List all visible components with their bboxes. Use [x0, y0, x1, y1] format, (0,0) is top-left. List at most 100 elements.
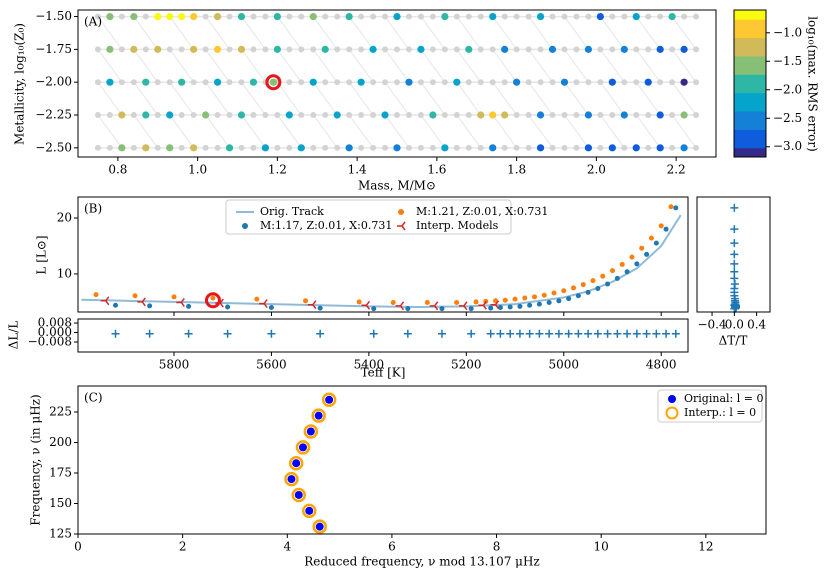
model-point: [147, 303, 153, 309]
grid-point: [537, 46, 544, 53]
colorbar-slice: [734, 145, 766, 149]
grid-point: [609, 46, 616, 53]
y-axis-label: Frequency, ν (in μHz): [29, 394, 43, 525]
grid-connection: [169, 49, 195, 83]
colorbar-slice: [734, 35, 766, 39]
legend-swatch: [242, 223, 248, 229]
y-tick-label: −2.00: [35, 75, 72, 89]
grid-connection: [492, 81, 518, 116]
axes-frame: [77, 318, 689, 353]
grid-point: [657, 79, 664, 86]
x-tick-label: 1.6: [427, 163, 446, 177]
interp-point: [259, 299, 268, 309]
grid-point: [238, 144, 245, 151]
x-tick-label: 1.0: [188, 163, 207, 177]
grid-point: [417, 13, 424, 20]
grid-connection: [420, 81, 446, 116]
x-tick-label: 1.2: [268, 163, 287, 177]
x-tick-label: −0.4: [697, 318, 727, 332]
grid-connection: [599, 81, 625, 116]
x-axis-label: Reduced frequency, ν mod 13.107 μHz: [304, 555, 540, 569]
colorbar-slice: [734, 39, 766, 42]
colorbar-slice: [734, 149, 766, 152]
x-tick-label: 0: [74, 540, 82, 554]
grid-point: [346, 46, 353, 53]
grid-point: [322, 79, 329, 86]
model-point: [639, 245, 645, 251]
grid-point: [190, 79, 197, 86]
original-frequency: [298, 443, 307, 452]
rms-point: [620, 111, 628, 119]
model-point: [634, 261, 640, 267]
residual-point: [613, 329, 622, 338]
original-frequency: [305, 506, 314, 515]
rms-point: [680, 45, 688, 53]
grid-point: [94, 112, 101, 118]
y-tick-label: −1.75: [35, 42, 72, 56]
grid-point: [154, 144, 161, 151]
grid-point: [202, 79, 209, 86]
rms-point: [130, 12, 138, 21]
grid-point: [693, 79, 700, 86]
grid-connection: [599, 49, 625, 83]
grid-connection: [348, 114, 374, 149]
grid-point: [130, 112, 137, 118]
panel-title: (B): [84, 202, 102, 216]
grid-connection: [97, 81, 123, 116]
grid-point: [154, 112, 161, 118]
grid-point: [250, 13, 257, 20]
rms-point: [632, 12, 640, 21]
x-tick-label: 5800: [159, 358, 190, 372]
model-point: [488, 305, 494, 311]
colorbar-slice: [734, 138, 766, 141]
grid-point: [118, 79, 125, 86]
original-frequency: [306, 427, 315, 436]
colorbar-slice: [734, 41, 766, 44]
grid-connection: [384, 81, 410, 116]
rms-point: [536, 144, 545, 152]
interp-point: [395, 301, 405, 311]
grid-point: [346, 79, 353, 86]
model-point: [356, 299, 362, 305]
residual-point: [671, 329, 680, 338]
x-tick-label: 0.0: [725, 318, 744, 332]
grid-connection: [528, 114, 553, 149]
colorbar-frame: [733, 9, 767, 158]
grid-connection: [456, 16, 482, 50]
grid-point: [597, 46, 604, 53]
rms-point: [680, 144, 688, 152]
grid-point: [441, 112, 448, 118]
grid-point: [465, 112, 472, 118]
grid-point: [214, 112, 221, 118]
grid-point: [142, 13, 149, 20]
highlight-marker: [204, 292, 221, 309]
residual-point: [574, 329, 583, 338]
x-tick-label: 5200: [451, 358, 482, 372]
grid-connection: [671, 114, 697, 149]
grid-point: [202, 13, 209, 20]
grid-point: [573, 46, 580, 53]
model-point: [551, 290, 557, 296]
colorbar-slice: [734, 134, 766, 138]
interp-point: [478, 300, 487, 310]
model-point: [303, 298, 309, 304]
rms-point: [501, 45, 509, 53]
grid-point: [477, 13, 484, 20]
colorbar-slice: [734, 50, 766, 53]
x-tick-label: 8: [493, 540, 501, 554]
x-axis-label: Teff [K]: [361, 366, 406, 380]
model-point: [663, 226, 669, 232]
grid-point: [561, 46, 568, 53]
interp-frequency: [303, 424, 319, 439]
rms-point: [309, 12, 317, 21]
rms-point: [560, 78, 569, 86]
colorbar-slice: [734, 55, 766, 59]
grid-point: [394, 112, 400, 118]
model-point: [171, 294, 177, 300]
grid-connection: [671, 81, 697, 116]
colorbar-slice: [734, 77, 766, 81]
model-point: [605, 281, 611, 287]
grid-point: [693, 13, 700, 20]
residual-point: [642, 329, 651, 338]
grid-connection: [205, 114, 230, 149]
